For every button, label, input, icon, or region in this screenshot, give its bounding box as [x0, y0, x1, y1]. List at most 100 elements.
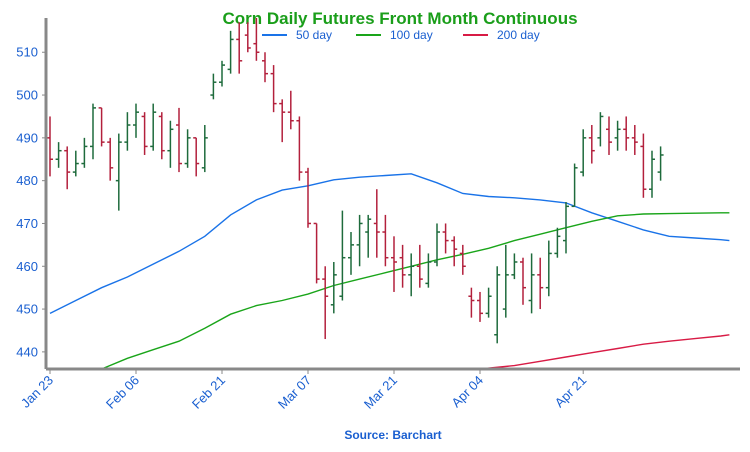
ohlc-bar-mar-29 — [442, 223, 449, 254]
ohlc-bar-feb-01 — [107, 137, 114, 181]
ohlc-bar-apr-13 — [528, 253, 535, 314]
series-line-100-day — [101, 212, 730, 369]
x-tick-label-apr-04: Apr 04 — [448, 373, 486, 411]
ohlc-bar-jan-30 — [90, 103, 96, 160]
source-label: Source: Barchart — [344, 428, 441, 442]
ohlc-bar-apr-04 — [477, 291, 483, 322]
ohlc-bar-jan-27 — [81, 137, 88, 168]
y-tick-label-440: 440 — [16, 344, 38, 359]
series-line-200-day — [479, 334, 730, 369]
ohlc-bar-mar-09 — [322, 266, 329, 340]
ohlc-bar-mar-06 — [296, 116, 303, 181]
ohlc-bar-apr-20 — [571, 163, 578, 208]
ohlc-bar-jan-24 — [55, 142, 62, 168]
legend: 50 day 100 day 200 day — [262, 28, 540, 42]
ohlc-bar-mar-20 — [382, 214, 389, 267]
ohlc-bar-may-01 — [631, 125, 638, 155]
ohlc-bar-feb-28 — [262, 52, 268, 83]
ohlc-bar-feb-08 — [150, 103, 157, 151]
y-tick-label-470: 470 — [16, 216, 38, 231]
ohlc-bar-mar-16 — [365, 214, 372, 258]
ohlc-bar-mar-13 — [339, 210, 346, 301]
x-tick-label-feb-06: Feb 06 — [103, 373, 142, 412]
ohlc-bar-apr-18 — [554, 227, 561, 258]
ohlc-bar-may-04 — [657, 146, 664, 181]
y-axis-ticks: 440 450 460 470 480 490 500 510 — [16, 45, 46, 359]
ohlc-bar-mar-14 — [348, 232, 354, 275]
ohlc-bars — [47, 18, 664, 344]
ohlc-bar-jan-25 — [64, 146, 71, 190]
x-axis-ticks: Jan 23 Feb 06 Feb 21 Mar 07 Mar 21 Apr 04 Apr … — [18, 369, 589, 412]
ohlc-bar-apr-11 — [511, 253, 518, 280]
ohlc-bar-mar-08 — [313, 222, 320, 284]
ohlc-bar-mar-15 — [356, 214, 363, 267]
ohlc-bar-apr-26 — [606, 116, 612, 155]
ohlc-bar-mar-17 — [373, 189, 380, 258]
ohlc-bar-feb-15 — [193, 137, 200, 177]
x-tick-label-feb-21: Feb 21 — [189, 373, 228, 412]
ohlc-bar-feb-03 — [124, 112, 131, 151]
ohlc-bar-mar-21 — [391, 236, 397, 292]
y-tick-label-460: 460 — [16, 259, 38, 274]
ohlc-bar-mar-27 — [425, 253, 432, 288]
ohlc-bar-mar-07 — [305, 167, 311, 228]
ohlc-bar-apr-06 — [494, 266, 501, 344]
ohlc-bar-may-02 — [640, 133, 647, 198]
ohlc-bar-mar-01 — [270, 65, 277, 113]
ohlc-bar-feb-24 — [244, 22, 251, 53]
ohlc-bar-apr-10 — [502, 244, 509, 318]
y-tick-label-480: 480 — [16, 173, 38, 188]
legend-label-50-day: 50 day — [296, 28, 332, 42]
ohlc-bar-apr-21 — [580, 129, 587, 177]
x-tick-label-apr-21: Apr 21 — [552, 373, 590, 411]
ohlc-bar-feb-13 — [176, 107, 182, 173]
ohlc-bar-apr-05 — [485, 287, 492, 318]
legend-label-100-day: 100 day — [390, 28, 433, 42]
x-tick-label-mar-21: Mar 21 — [361, 373, 400, 412]
ohlc-bar-feb-16 — [201, 125, 208, 173]
ohlc-bar-apr-17 — [545, 240, 552, 297]
ohlc-bar-feb-27 — [253, 18, 260, 61]
ohlc-bar-feb-09 — [158, 112, 165, 160]
y-tick-label-510: 510 — [16, 45, 38, 60]
ohlc-bar-mar-28 — [434, 223, 440, 267]
ohlc-bar-feb-21 — [219, 60, 225, 87]
y-tick-label-500: 500 — [16, 88, 38, 103]
ohlc-bar-mar-02 — [279, 99, 286, 143]
ohlc-bar-feb-07 — [141, 112, 148, 155]
ohlc-bar-mar-23 — [408, 253, 415, 297]
chart-title: Corn Daily Futures Front Month Continuou… — [222, 9, 577, 28]
ohlc-bar-apr-28 — [623, 116, 630, 151]
ohlc-bar-jan-26 — [72, 150, 79, 177]
ohlc-bar-mar-30 — [451, 236, 458, 267]
x-tick-label-mar-07: Mar 07 — [275, 373, 314, 412]
ohlc-bar-feb-06 — [133, 103, 139, 138]
ohlc-bar-apr-19 — [563, 202, 569, 254]
ohlc-bar-apr-12 — [520, 257, 526, 305]
ohlc-bar-feb-22 — [227, 30, 234, 74]
ohlc-bar-feb-14 — [184, 129, 191, 168]
y-tick-label-450: 450 — [16, 302, 38, 317]
ohlc-bar-feb-02 — [115, 133, 122, 211]
series-line-50-day — [49, 173, 730, 315]
ohlc-bar-apr-24 — [588, 125, 595, 164]
ohlc-bar-feb-10 — [167, 120, 174, 168]
ohlc-bar-mar-31 — [459, 244, 466, 275]
ohlc-bar-mar-10 — [330, 261, 337, 314]
ohlc-bar-jan-31 — [98, 107, 105, 147]
y-tick-label-490: 490 — [16, 130, 38, 145]
x-tick-label-jan-23: Jan 23 — [18, 373, 56, 411]
ohlc-bar-apr-27 — [614, 120, 621, 151]
legend-label-200-day: 200 day — [497, 28, 540, 42]
ohlc-bar-mar-03 — [287, 90, 294, 130]
ohlc-bar-may-03 — [649, 150, 655, 198]
ohlc-bar-jan-23 — [47, 116, 53, 177]
ohlc-bar-apr-25 — [597, 112, 604, 147]
ohlc-bar-mar-24 — [416, 244, 423, 288]
moving-average-lines — [49, 173, 730, 369]
ohlc-bar-feb-17 — [210, 73, 217, 100]
ohlc-bar-mar-22 — [399, 244, 406, 288]
ohlc-bar-apr-03 — [468, 287, 475, 318]
ohlc-bar-apr-14 — [537, 257, 544, 310]
